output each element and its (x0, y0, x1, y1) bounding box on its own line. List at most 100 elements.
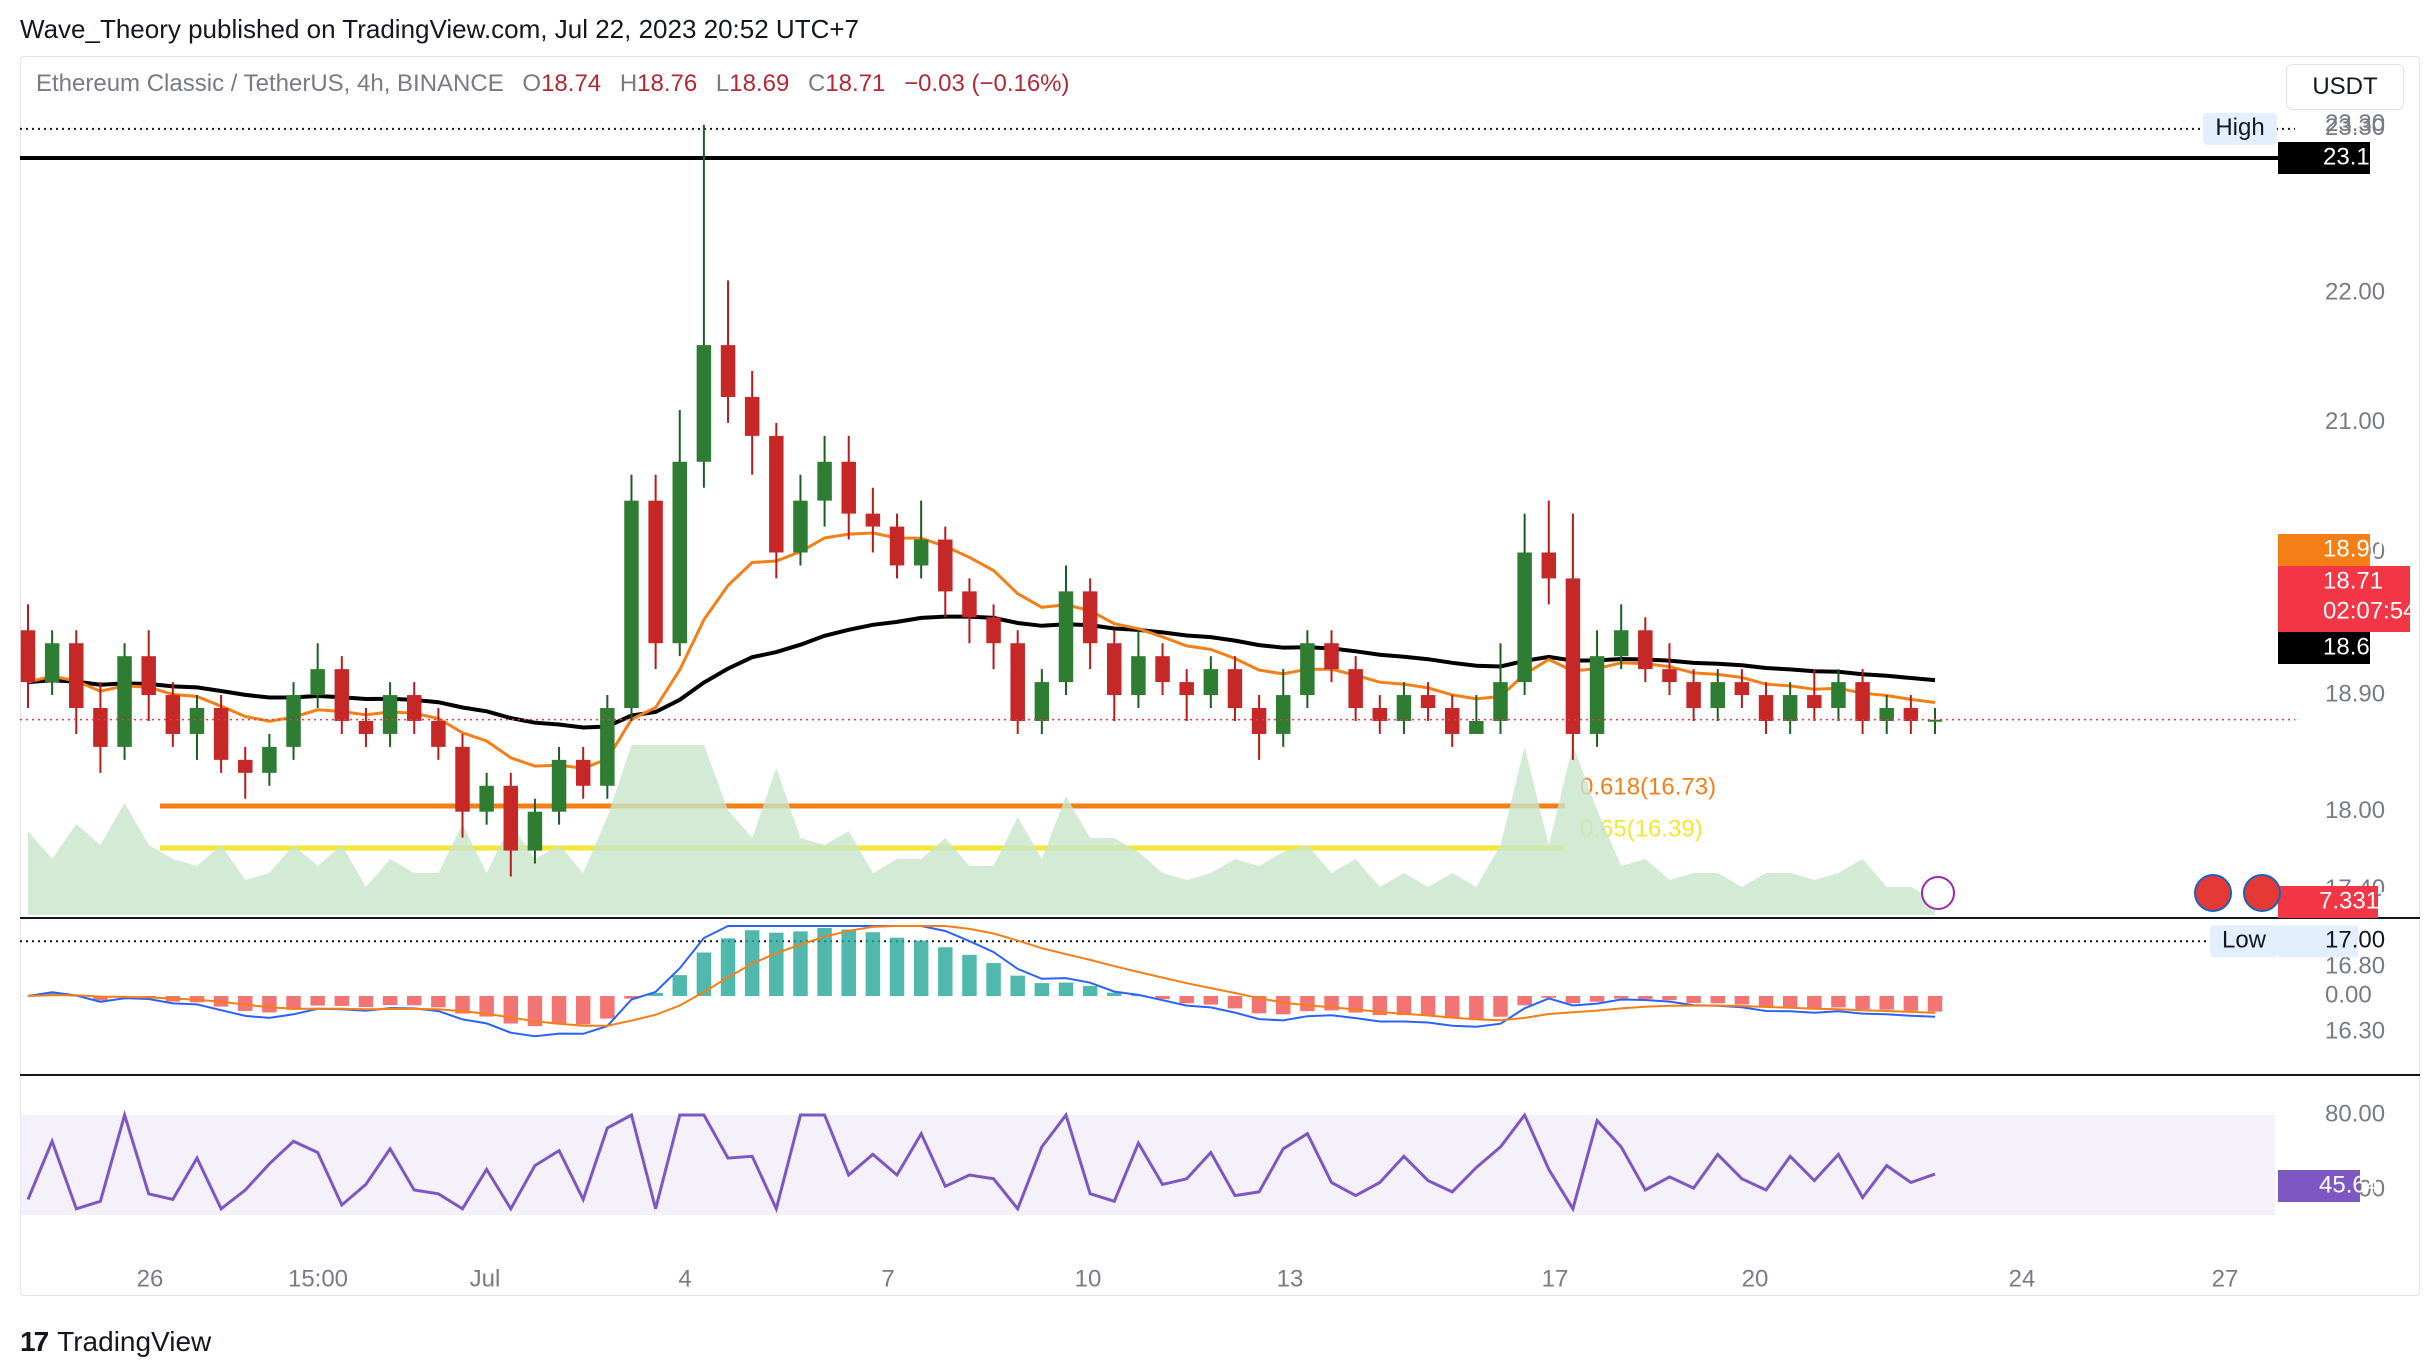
macd-histogram-bar (1010, 975, 1025, 996)
macd-histogram-bar (93, 996, 108, 1001)
price-tick-label: 23.30 (2325, 110, 2385, 137)
footer-brand-name: TradingView (57, 1326, 212, 1357)
macd-tick-label: 0.00 (2325, 981, 2372, 1008)
us-flag-icon[interactable] (2243, 874, 2281, 912)
macd-histogram-bar (1203, 996, 1219, 1005)
candle-body (1565, 578, 1581, 734)
candle-body (865, 513, 881, 527)
macd-histogram-bar (1275, 996, 1291, 1015)
candle-body (913, 539, 929, 566)
last-price-badge (2278, 566, 2410, 632)
candle-body (262, 746, 277, 773)
macd-histogram-bar (913, 940, 929, 996)
macd-histogram-bar (1396, 996, 1412, 1016)
candle-body (1107, 643, 1122, 696)
candle-body (1131, 656, 1146, 696)
candle-body (286, 695, 301, 747)
candle-body (817, 461, 832, 501)
price-tick-label: 16.30 (2325, 1017, 2385, 1044)
candle-body (406, 695, 422, 721)
candle-body (720, 345, 736, 397)
time-tick-label: 27 (2212, 1265, 2239, 1292)
lightning-icon[interactable] (1921, 876, 1955, 910)
candle-body (793, 500, 808, 553)
candle-body (117, 656, 132, 747)
close-label: C (807, 70, 826, 97)
high-label: High (2215, 114, 2264, 141)
macd-signal-line (27, 925, 1936, 1027)
low-value-label: 17.00 (2325, 927, 2385, 954)
low-label: Low (2222, 927, 2267, 954)
rsi-badge (2278, 1170, 2360, 1202)
candle-body (744, 396, 760, 436)
candle-body (1082, 591, 1098, 644)
macd-histogram-bar (1807, 996, 1822, 1009)
candle-body (431, 720, 446, 747)
last-price-badge-label: 18.71 (2323, 567, 2383, 594)
volume-badge-label: 7.331K (2319, 887, 2395, 914)
macd-histogram-bar (479, 996, 494, 1017)
candle-body (1710, 682, 1725, 709)
candle-body (769, 435, 784, 553)
macd-histogram-bar (1879, 996, 1894, 1010)
candle-body (1275, 695, 1291, 734)
candle-body (1686, 682, 1701, 709)
macd-histogram-bar (841, 929, 856, 996)
macd-histogram-bar (1903, 996, 1919, 1011)
candle-body (889, 526, 905, 566)
open-label: O (522, 70, 542, 97)
price-tick-label: 21.00 (2325, 408, 2385, 435)
macd-histogram-bar (1420, 996, 1436, 1016)
candle-body (527, 811, 543, 851)
time-tick-label: 4 (678, 1265, 691, 1292)
candle-body (141, 656, 156, 696)
symbol-title[interactable]: Ethereum Classic / TetherUS, 4h, BINANCE (36, 70, 504, 97)
candle-body (93, 708, 108, 747)
candle-body (1372, 708, 1388, 721)
candle-body (1855, 682, 1870, 721)
macd-histogram-bar (334, 996, 350, 1006)
macd-histogram-bar (1638, 996, 1653, 999)
low-value-box (2278, 925, 2358, 958)
macd-histogram-bar (600, 996, 615, 1019)
candle-body (455, 746, 470, 812)
rsi-band (20, 1115, 2275, 1215)
price-tick-label: 22.00 (2325, 279, 2385, 306)
currency-button[interactable]: USDT (2286, 64, 2404, 110)
ema-slow-badge (2278, 632, 2370, 664)
macd-histogram-bar (1662, 996, 1677, 1001)
macd-histogram-bar (1710, 996, 1725, 1004)
macd-histogram-bar (793, 931, 808, 996)
candle-body (1469, 720, 1484, 734)
price-tick-label: 18.90 (2325, 680, 2385, 707)
symbol-legend: Ethereum Classic / TetherUS, 4h, BINANCE… (36, 70, 1070, 98)
fib-level-label: 0.618(16.73) (1580, 773, 1716, 800)
candle-body (334, 669, 350, 721)
high-value-label: 23.30 (2325, 114, 2385, 141)
candle-body (1638, 630, 1653, 670)
candle-body (1831, 682, 1846, 709)
macd-histogram-bar (1155, 996, 1170, 1000)
candle-body (20, 630, 36, 683)
candle-body (696, 345, 712, 462)
candle-body (44, 643, 60, 683)
chart-frame (20, 56, 2420, 1296)
candle-body (551, 759, 567, 812)
candle-body (358, 720, 374, 734)
candle-body (189, 708, 205, 734)
low-label-box (2210, 925, 2278, 958)
us-flag-icon[interactable] (2194, 874, 2232, 912)
open-value: 18.74 (541, 70, 602, 97)
bar-countdown-label: 02:07:54 (2323, 597, 2416, 624)
footer-brand[interactable]: 17 TradingView (20, 1326, 211, 1358)
ema-fast-badge-label: 18.90 (2323, 535, 2383, 562)
candle-body (962, 591, 977, 618)
candle-body (938, 539, 953, 592)
macd-histogram-bar (1179, 996, 1194, 1004)
macd-histogram-bar (551, 996, 567, 1025)
ema-slow-badge-label: 18.65 (2323, 633, 2383, 660)
high-label-box (2203, 112, 2277, 145)
high-label: H (619, 70, 638, 97)
time-tick-label: 15:00 (288, 1265, 348, 1292)
